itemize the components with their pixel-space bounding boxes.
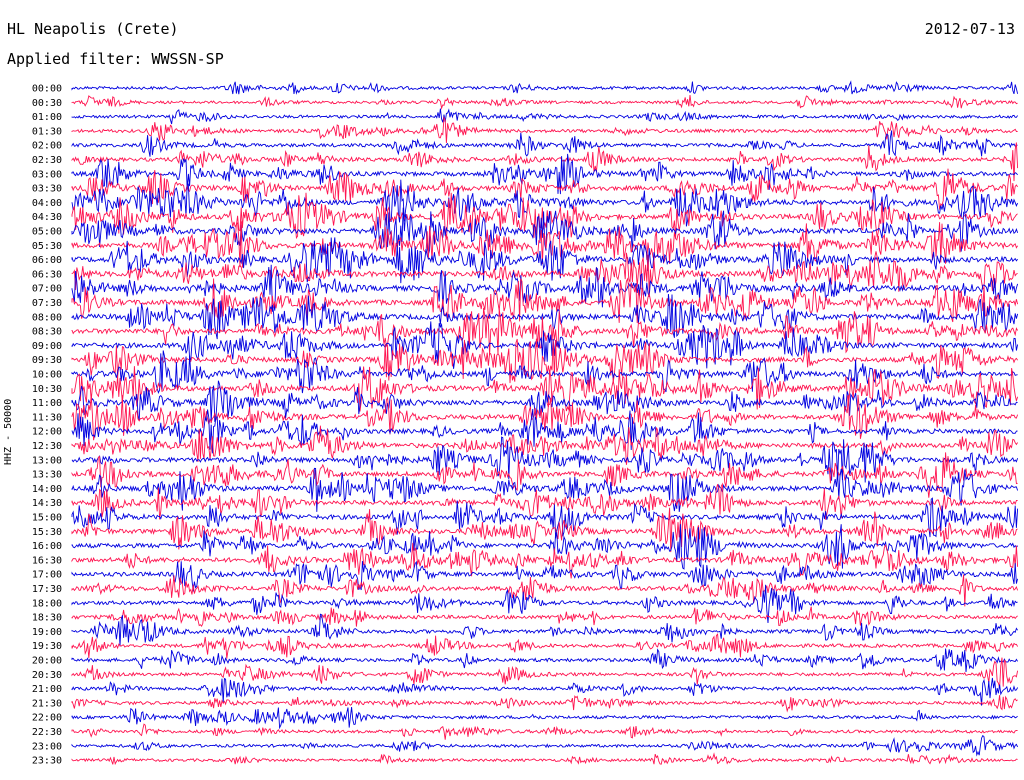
seismic-trace: [71, 179, 1019, 227]
row-time-label: 07:30: [32, 298, 62, 309]
row-time-label: 05:00: [32, 227, 62, 238]
row-time-label: 21:30: [32, 698, 62, 709]
row-time-label: 00:00: [32, 84, 62, 95]
row-time-label: 09:00: [32, 341, 62, 352]
seismic-trace: [71, 366, 1019, 412]
seismic-trace: [71, 94, 1018, 110]
row-time-label: 13:00: [32, 455, 62, 466]
seismic-trace: [71, 467, 1019, 512]
row-time-label: 16:30: [32, 555, 62, 566]
seismic-trace: [71, 452, 1018, 498]
seismic-trace: [71, 251, 1018, 295]
row-time-label: 13:30: [32, 470, 62, 481]
row-time-label: 12:00: [32, 427, 62, 438]
row-time-label: 11:00: [32, 398, 62, 409]
seismic-trace: [71, 734, 1019, 757]
seismic-trace: [71, 350, 1018, 395]
row-time-label: 23:30: [32, 756, 62, 767]
seismic-trace: [71, 130, 1018, 157]
row-time-label: 08:30: [32, 327, 62, 338]
applied-filter: Applied filter: WWSSN-SP: [7, 50, 224, 68]
row-time-label: 14:00: [32, 484, 62, 495]
row-time-label: 21:00: [32, 684, 62, 695]
seismic-trace: [71, 657, 1019, 688]
row-time-label: 12:30: [32, 441, 62, 452]
row-time-label: 00:30: [32, 98, 62, 109]
row-time-label: 16:00: [32, 541, 62, 552]
row-time-label: 03:00: [32, 169, 62, 180]
seismic-trace: [71, 237, 1018, 284]
row-time-label: 04:00: [32, 198, 62, 209]
row-time-label: 05:30: [32, 241, 62, 252]
seismic-trace: [71, 613, 1018, 647]
seismic-trace: [71, 542, 1019, 579]
seismic-trace: [71, 116, 1018, 144]
seismic-trace: [71, 507, 1018, 553]
trace-rows: 00:00 00:30 01:00 01:30 02:00 02:30 03:00 03:30…: [32, 80, 1019, 767]
row-time-label: 23:00: [32, 741, 62, 752]
row-time-label: 18:00: [32, 598, 62, 609]
row-time-label: 20:30: [32, 670, 62, 681]
row-time-label: 17:00: [32, 570, 62, 581]
row-time-label: 01:00: [32, 112, 62, 123]
row-time-label: 18:30: [32, 613, 62, 624]
seismic-trace: [71, 707, 1018, 730]
seismic-trace: [71, 606, 1018, 628]
row-time-label: 07:00: [32, 284, 62, 295]
row-time-label: 10:30: [32, 384, 62, 395]
row-time-label: 09:30: [32, 355, 62, 366]
row-time-label: 10:00: [32, 370, 62, 381]
seismic-trace: [71, 574, 1019, 607]
seismic-trace: [71, 264, 1019, 312]
row-time-label: 08:00: [32, 312, 62, 323]
seismic-trace: [71, 584, 1018, 624]
seismic-trace: [71, 497, 1019, 539]
seismic-trace: [71, 168, 1018, 210]
seismic-trace: [71, 648, 1018, 673]
seismic-trace: [71, 277, 1019, 324]
seismic-trace: [71, 108, 1018, 125]
station-title: HL Neapolis (Crete): [7, 20, 179, 38]
row-time-label: 15:30: [32, 527, 62, 538]
seismic-trace: [71, 723, 1018, 740]
seismic-trace: [71, 394, 1019, 441]
seismic-trace: [71, 293, 1019, 340]
seismic-trace: [71, 142, 1019, 182]
row-time-label: 20:00: [32, 656, 62, 667]
row-time-label: 02:30: [32, 155, 62, 166]
row-time-label: 06:30: [32, 269, 62, 280]
seismic-trace: [71, 425, 1018, 465]
row-time-label: 19:30: [32, 641, 62, 652]
row-time-label: 06:00: [32, 255, 62, 266]
seismic-trace: [71, 207, 1019, 255]
seismic-trace: [71, 752, 1018, 766]
seismic-trace: [71, 677, 1019, 706]
seismic-trace: [71, 380, 1018, 424]
seismic-trace: [71, 436, 1019, 483]
row-time-label: 22:00: [32, 713, 62, 724]
seismic-trace: [71, 321, 1019, 369]
seismic-trace: [71, 560, 1019, 592]
row-time-label: 19:00: [32, 627, 62, 638]
seismic-trace: [71, 633, 1018, 659]
row-time-label: 11:30: [32, 412, 62, 423]
row-time-label: 17:30: [32, 584, 62, 595]
seismic-trace: [71, 695, 1018, 713]
row-time-label: 02:00: [32, 141, 62, 152]
seismic-trace: [71, 408, 1018, 454]
seismic-trace: [71, 80, 1019, 95]
row-time-label: 01:30: [32, 126, 62, 137]
seismic-trace: [71, 153, 1018, 195]
row-time-label: 04:30: [32, 212, 62, 223]
record-date: 2012-07-13: [924, 20, 1015, 38]
row-time-label: 15:00: [32, 513, 62, 524]
seismic-trace: [71, 338, 1018, 384]
row-time-label: 22:30: [32, 727, 62, 738]
row-time-label: 14:30: [32, 498, 62, 509]
row-time-label: 03:30: [32, 184, 62, 195]
seismic-trace: [71, 524, 1018, 570]
seismic-trace: [71, 221, 1018, 268]
seismic-trace: [71, 482, 1018, 520]
